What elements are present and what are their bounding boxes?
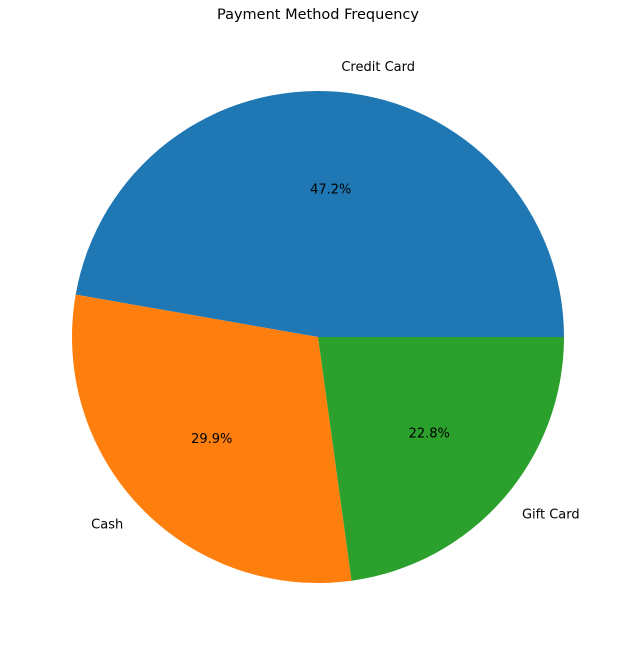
pie-slice-gift-card: [318, 337, 564, 581]
pie-category-label-cash: Cash: [91, 517, 123, 532]
pie-category-label-credit-card: Credit Card: [341, 60, 415, 75]
pie-slice-cash: [71, 294, 352, 583]
pie-pct-label-gift-card: 22.8%: [409, 426, 450, 441]
pie-slices: [71, 90, 565, 583]
chart-title: Payment Method Frequency: [217, 7, 419, 23]
pie-slice-credit-card: [75, 90, 565, 337]
pie-labels: 47.2% Credit Card 29.9% Cash 22.8% Gift Card: [91, 60, 579, 532]
pie-pct-label-credit-card: 47.2%: [310, 182, 351, 197]
pie-category-label-gift-card: Gift Card: [522, 507, 580, 522]
pie-pct-label-cash: 29.9%: [191, 432, 232, 447]
